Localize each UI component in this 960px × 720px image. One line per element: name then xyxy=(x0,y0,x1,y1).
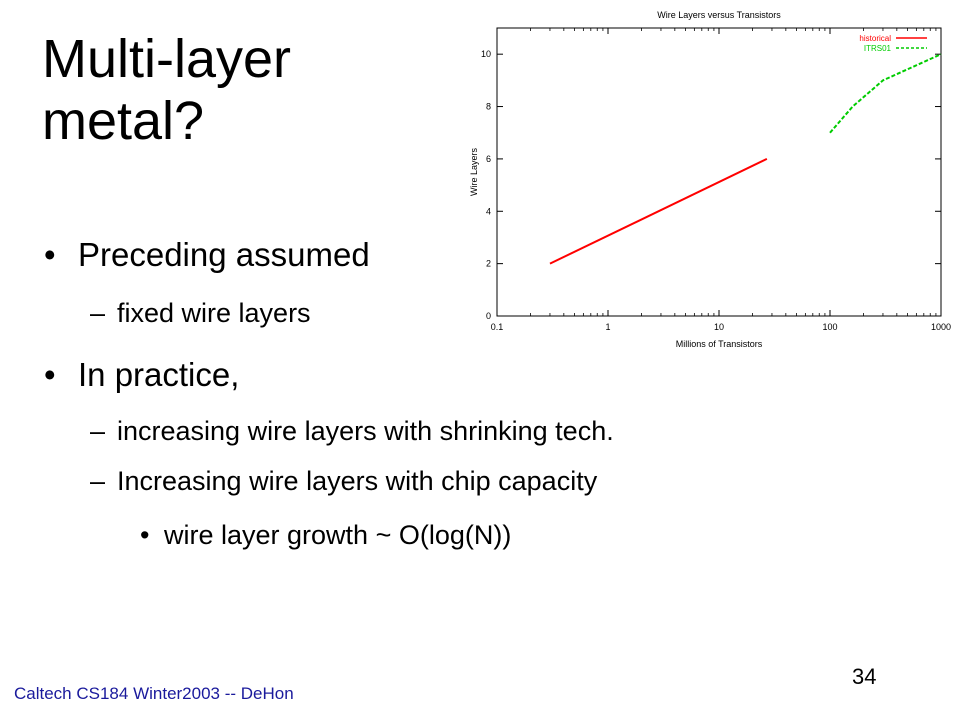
x-tick-label: 1 xyxy=(605,322,610,332)
y-tick-label: 0 xyxy=(486,311,491,321)
y-tick-label: 6 xyxy=(486,154,491,164)
x-tick-label: 10 xyxy=(714,322,724,332)
x-tick-label: 100 xyxy=(822,322,837,332)
bullet-item: – increasing wire layers with shrinking t… xyxy=(90,416,614,447)
bullet-marker: • xyxy=(140,520,150,550)
bullet-marker: – xyxy=(90,466,106,496)
bullet-text: Increasing wire layers with chip capacit… xyxy=(117,466,598,496)
bullet-item: – Increasing wire layers with chip capaci… xyxy=(90,466,597,497)
page-number: 34 xyxy=(852,664,877,689)
y-tick-label: 2 xyxy=(486,259,491,269)
bullet-marker: – xyxy=(90,298,106,328)
bullet-text: In practice, xyxy=(78,356,240,393)
chart-title: Wire Layers versus Transistors xyxy=(657,10,781,20)
y-axis-label: Wire Layers xyxy=(469,147,479,196)
plot-frame xyxy=(496,27,942,317)
title-line-2: metal? xyxy=(42,91,205,151)
x-axis-label: Millions of Transistors xyxy=(676,339,763,349)
footer-credit: Caltech CS184 Winter2003 -- DeHon xyxy=(14,684,294,703)
y-tick-label: 8 xyxy=(486,102,491,112)
bullet-marker: • xyxy=(44,356,56,393)
legend-label: historical xyxy=(859,34,891,43)
x-tick-label: 1000 xyxy=(931,322,951,332)
y-tick-label: 4 xyxy=(486,206,491,216)
series-line-itrs01 xyxy=(829,53,942,134)
series-line-historical xyxy=(549,158,768,265)
bullet-text: Preceding assumed xyxy=(78,236,370,273)
bullet-marker: • xyxy=(44,236,56,273)
legend-label: ITRS01 xyxy=(864,44,892,53)
title-line-1: Multi-layer xyxy=(42,29,292,89)
bullet-item: • Preceding assumed xyxy=(44,236,370,274)
bullet-item: • In practice, xyxy=(44,356,239,394)
wire-layers-chart: 0.1 1 10 100 1000 0 2 4 6 8 10 Wire Layers versus T… xyxy=(469,10,951,349)
bullet-item: • wire layer growth ~ O(log(N)) xyxy=(140,520,511,551)
slide-title: Multi-layer metal? xyxy=(42,28,462,152)
x-tick-label: 0.1 xyxy=(491,322,504,332)
bullet-item: – fixed wire layers xyxy=(90,298,311,329)
bullet-text: increasing wire layers with shrinking te… xyxy=(117,416,614,446)
bullet-marker: – xyxy=(90,416,106,446)
bullet-text: wire layer growth ~ O(log(N)) xyxy=(164,520,512,550)
y-tick-label: 10 xyxy=(481,49,491,59)
bullet-text: fixed wire layers xyxy=(117,298,311,328)
